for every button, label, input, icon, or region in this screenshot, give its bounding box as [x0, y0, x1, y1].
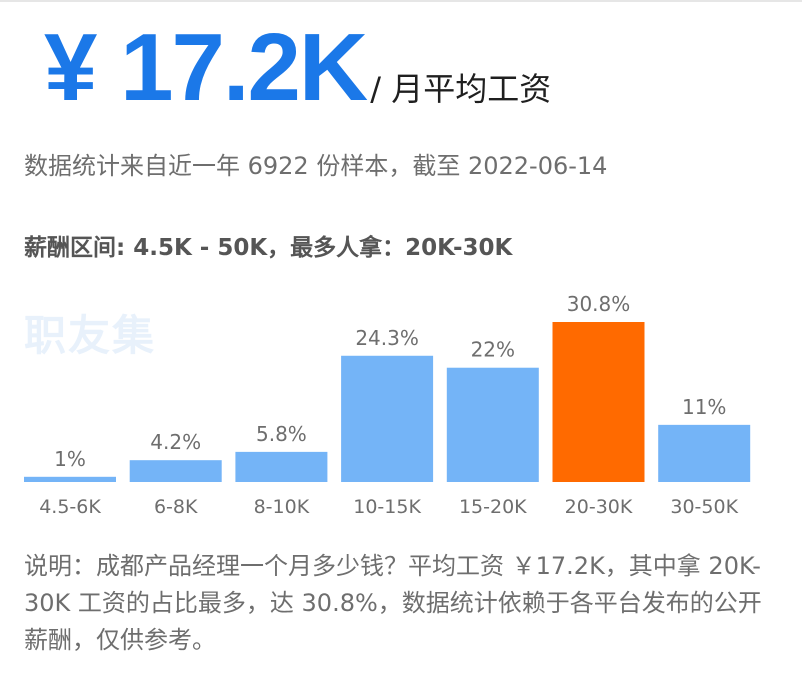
watermark-logo: 职友集	[24, 311, 157, 360]
explanation-note: 说明：成都产品经理一个月多少钱？平均工资 ￥17.2K，其中拿 20K-30K …	[24, 552, 762, 654]
tick-label-4.5-6K: 4.5-6K	[39, 496, 101, 518]
average-salary-unit: / 月平均工资	[370, 70, 552, 108]
tick-label-8-10K: 8-10K	[254, 496, 310, 518]
salary-range-summary: 薪酬区间: 4.5K - 50K，最多人拿：20K-30K	[24, 235, 513, 261]
tick-label-15-20K: 15-20K	[459, 496, 527, 518]
tick-label-10-15K: 10-15K	[353, 496, 421, 518]
bar-15-20K	[446, 367, 539, 482]
sample-info: 数据统计来自近一年 6922 份样本，截至 2022-06-14	[24, 152, 608, 180]
average-salary-headline: ¥ 17.2K / 月平均工资	[44, 18, 551, 118]
bar-20-30K	[552, 322, 645, 482]
data-label-15-20K: 22%	[471, 338, 515, 362]
data-label-10-15K: 24.3%	[355, 326, 419, 350]
bar-10-15K	[341, 355, 434, 482]
average-salary-value: ¥ 17.2K	[44, 14, 368, 121]
top-divider	[0, 0, 802, 2]
data-label-20-30K: 30.8%	[567, 292, 631, 316]
data-label-6-8K: 4.2%	[150, 430, 201, 454]
data-label-8-10K: 5.8%	[256, 422, 307, 446]
salary-distribution-chart: 1% 4.5-6K 4.2% 6-8K 5.8% 8-10K 24.3% 10-15K 22% 1…	[24, 292, 751, 518]
tick-label-6-8K: 6-8K	[154, 496, 198, 518]
bar-8-10K	[235, 451, 328, 482]
bar-4.5-6K	[24, 476, 116, 482]
bar-6-8K	[129, 460, 222, 482]
tick-label-20-30K: 20-30K	[565, 496, 633, 518]
tick-label-30-50K: 30-50K	[670, 496, 738, 518]
data-label-30-50K: 11%	[682, 395, 726, 419]
bar-30-50K	[658, 424, 751, 482]
data-label-4.5-6K: 1%	[54, 447, 86, 471]
